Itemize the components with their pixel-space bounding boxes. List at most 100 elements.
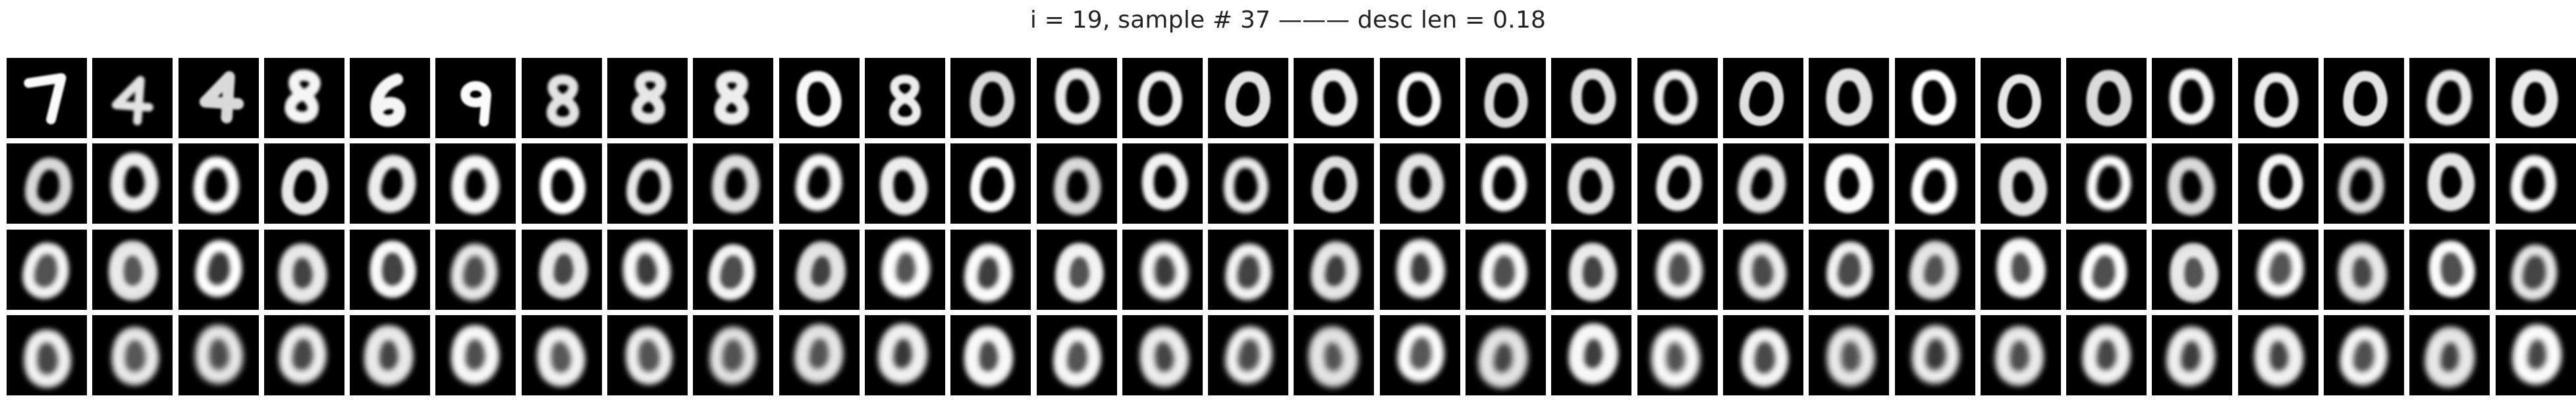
digit-glyph — [370, 240, 416, 298]
digit-thumbnail — [263, 58, 344, 138]
digit-thumbnail — [2409, 229, 2490, 310]
digit-thumbnail — [1722, 58, 1803, 138]
digit-glyph — [2426, 70, 2472, 126]
digit-thumbnail — [7, 58, 87, 138]
digit-glyph — [460, 81, 492, 127]
digit-glyph — [451, 325, 500, 385]
digit-thumbnail — [1551, 58, 1632, 138]
digit-thumbnail — [435, 229, 516, 310]
digit-thumbnail — [2066, 58, 2147, 138]
digit-thumbnail — [2324, 143, 2405, 224]
digit-thumbnail — [864, 314, 945, 395]
digit-glyph — [2170, 242, 2219, 303]
digit-glyph — [199, 71, 244, 124]
digit-thumbnail — [1466, 58, 1547, 138]
digit-glyph — [1484, 73, 1528, 128]
digit-thumbnail — [1980, 314, 2061, 395]
digit-glyph — [2511, 324, 2562, 385]
digit-thumbnail — [350, 58, 431, 138]
digit-thumbnail — [950, 314, 1031, 395]
digit-glyph — [2340, 327, 2388, 386]
digit-glyph — [1568, 157, 1614, 214]
digit-thumbnail — [178, 58, 259, 138]
digit-thumbnail — [864, 58, 945, 138]
digit-glyph — [715, 70, 749, 125]
digit-glyph — [1053, 328, 1101, 387]
digit-glyph — [109, 240, 158, 301]
digit-glyph — [1571, 68, 1616, 124]
digit-thumbnail — [1637, 143, 1718, 224]
digit-glyph — [2081, 243, 2127, 300]
digit-thumbnail — [1208, 143, 1289, 224]
digit-glyph — [1141, 241, 1189, 300]
digit-glyph — [2259, 154, 2303, 210]
digit-glyph — [1311, 241, 1360, 300]
digit-glyph — [368, 155, 416, 213]
digit-thumbnail — [2495, 58, 2576, 138]
digit-thumbnail — [2495, 314, 2576, 395]
digit-thumbnail — [178, 314, 259, 395]
digit-glyph — [622, 239, 671, 299]
digit-glyph — [1739, 72, 1784, 126]
digit-thumbnail — [521, 58, 602, 138]
digit-thumbnail — [2237, 314, 2318, 395]
digit-thumbnail — [2237, 143, 2318, 224]
digit-thumbnail — [2066, 143, 2147, 224]
digit-glyph — [2429, 240, 2475, 297]
digit-thumbnail — [2237, 229, 2318, 310]
digit-glyph — [24, 329, 71, 388]
digit-glyph — [1568, 323, 1619, 384]
digit-thumbnail — [1379, 143, 1460, 224]
digit-glyph — [194, 324, 243, 384]
digit-thumbnail — [693, 58, 774, 138]
digit-glyph — [195, 239, 242, 297]
digit-glyph — [1994, 326, 2044, 386]
digit-glyph — [1225, 326, 1273, 384]
digit-glyph — [1651, 327, 1700, 388]
digit-glyph — [1998, 74, 2041, 128]
digit-thumbnail — [2495, 143, 2576, 224]
digit-thumbnail — [607, 314, 688, 395]
digit-thumbnail — [2409, 143, 2490, 224]
digit-thumbnail — [1208, 229, 1289, 310]
digit-glyph — [281, 158, 328, 216]
digit-glyph — [1996, 238, 2046, 298]
digit-glyph — [24, 157, 72, 215]
digit-thumbnail — [2152, 229, 2233, 310]
digit-glyph — [2338, 242, 2387, 302]
digit-thumbnail — [2409, 314, 2490, 395]
digit-thumbnail — [2409, 58, 2490, 138]
digit-thumbnail — [350, 229, 431, 310]
digit-glyph — [1999, 158, 2047, 216]
digit-glyph — [794, 324, 844, 384]
digit-glyph — [796, 70, 842, 127]
digit-glyph — [709, 243, 755, 300]
digit-glyph — [1311, 69, 1358, 126]
digit-thumbnail — [2324, 314, 2405, 395]
digit-glyph — [881, 238, 931, 298]
digit-thumbnail — [1208, 58, 1289, 138]
digit-thumbnail — [1894, 229, 1975, 310]
digit-thumbnail — [92, 229, 173, 310]
digit-thumbnail — [435, 143, 516, 224]
digit-glyph — [2338, 157, 2384, 214]
digit-thumbnail — [1294, 58, 1375, 138]
digit-glyph — [278, 243, 327, 303]
digit-glyph — [193, 157, 239, 214]
digit-thumbnail — [864, 143, 945, 224]
digit-thumbnail — [435, 314, 516, 395]
digit-thumbnail — [1980, 229, 2061, 310]
digit-thumbnail — [1294, 143, 1375, 224]
digit-thumbnail — [1894, 143, 1975, 224]
digit-thumbnail — [178, 229, 259, 310]
digit-glyph — [970, 71, 1015, 127]
digit-glyph — [1911, 70, 1956, 126]
digit-thumbnail — [1637, 229, 1718, 310]
digit-glyph — [1739, 241, 1786, 300]
digit-thumbnail — [1637, 58, 1718, 138]
digit-glyph — [1396, 239, 1445, 299]
digit-thumbnail — [1036, 58, 1117, 138]
digit-glyph — [1654, 70, 1697, 125]
digit-thumbnail — [950, 143, 1031, 224]
digit-thumbnail — [1722, 314, 1803, 395]
